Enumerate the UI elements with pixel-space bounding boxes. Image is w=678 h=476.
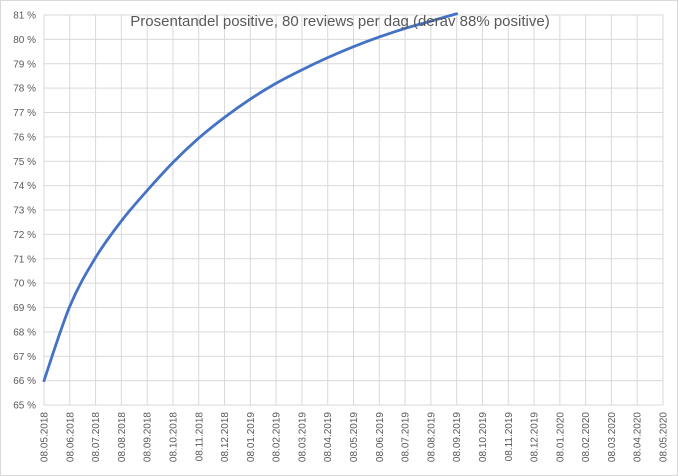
x-tick-label: 08.02.2019 — [272, 412, 283, 462]
chart-title: Prosentandel positive, 80 reviews per da… — [130, 13, 549, 30]
x-tick-label: 08.03.2020 — [607, 412, 618, 462]
x-tick-label: 08.10.2018 — [168, 412, 179, 462]
series-line — [42, 12, 459, 383]
y-tick-label: 77 % — [13, 108, 36, 119]
x-tick-label: 08.03.2019 — [297, 412, 308, 462]
y-tick-label: 78 % — [13, 84, 36, 95]
x-tick-label: 08.01.2019 — [246, 412, 257, 462]
y-tick-label: 67 % — [13, 352, 36, 363]
y-tick-label: 81 % — [13, 11, 36, 22]
y-tick-label: 69 % — [13, 303, 36, 314]
y-tick-label: 75 % — [13, 157, 36, 168]
series-layer — [42, 12, 459, 383]
x-tick-label: 08.07.2018 — [91, 412, 102, 462]
x-tick-label: 08.07.2019 — [401, 412, 412, 462]
y-tick-label: 79 % — [13, 59, 36, 70]
y-tick-label: 72 % — [13, 230, 36, 241]
x-tick-label: 08.01.2020 — [555, 412, 566, 462]
x-tick-label: 08.02.2020 — [581, 412, 592, 462]
x-tick-label: 08.12.2018 — [220, 412, 231, 462]
y-axis-ticks: 65 % 66 % 67 % 68 % 69 % 70 % 71 % 72 % 73 % 74 %… — [13, 11, 36, 412]
y-tick-label: 74 % — [13, 181, 36, 192]
x-axis-ticks: 08.05.2018 08.06.2018 08.07.2018 08.08.2018… — [40, 412, 670, 462]
y-tick-label: 73 % — [13, 206, 36, 217]
x-tick-label: 08.04.2020 — [633, 412, 644, 462]
gridlines — [43, 14, 664, 406]
x-tick-label: 08.08.2018 — [117, 412, 128, 462]
y-tick-label: 71 % — [13, 254, 36, 265]
x-tick-label: 08.05.2020 — [659, 412, 670, 462]
y-tick-label: 76 % — [13, 132, 36, 143]
x-tick-label: 08.08.2019 — [426, 412, 437, 462]
y-tick-label: 65 % — [13, 401, 36, 412]
x-tick-label: 08.10.2019 — [478, 412, 489, 462]
x-tick-label: 08.05.2019 — [349, 412, 360, 462]
x-tick-label: 08.09.2018 — [143, 412, 154, 462]
x-tick-label: 08.11.2018 — [194, 412, 205, 462]
y-tick-label: 70 % — [13, 279, 36, 290]
x-tick-label: 08.06.2019 — [375, 412, 386, 462]
y-tick-label: 80 % — [13, 35, 36, 46]
y-tick-label: 68 % — [13, 327, 36, 338]
x-tick-label: 08.11.2019 — [504, 412, 515, 462]
x-tick-label: 08.05.2018 — [40, 412, 51, 462]
x-tick-label: 08.06.2018 — [65, 412, 76, 462]
y-tick-label: 66 % — [13, 376, 36, 387]
x-tick-label: 08.09.2019 — [452, 412, 463, 462]
x-tick-label: 08.12.2019 — [530, 412, 541, 462]
x-tick-label: 08.04.2019 — [323, 412, 334, 462]
